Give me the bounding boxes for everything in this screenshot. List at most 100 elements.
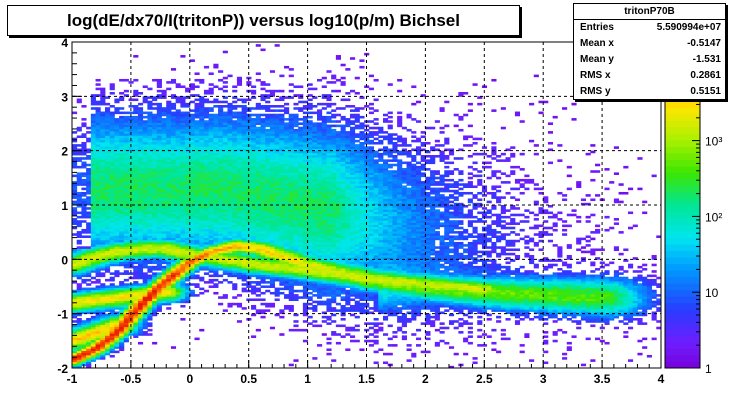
heatmap-cell <box>119 328 125 332</box>
heatmap-cell <box>109 211 115 215</box>
heatmap-cell <box>133 202 139 206</box>
heatmap-cell <box>152 139 158 143</box>
heatmap-cell <box>104 135 111 139</box>
heatmap-cell <box>199 241 205 245</box>
heatmap-cell <box>156 89 162 93</box>
heatmap-cell <box>307 218 313 221</box>
heatmap-cell <box>236 126 243 130</box>
heatmap-cell <box>142 331 148 334</box>
heatmap-cell <box>100 98 106 102</box>
heatmap-cell <box>203 168 210 171</box>
heatmap-cell <box>279 278 285 282</box>
heatmap-cell <box>265 113 271 117</box>
heatmap-cell <box>203 198 210 202</box>
heatmap-cell <box>119 233 125 236</box>
heatmap-cell <box>137 318 144 321</box>
heatmap-cell <box>109 135 115 139</box>
heatmap-cell <box>114 241 120 245</box>
heatmap-cell <box>227 239 233 243</box>
heatmap-cell <box>236 268 243 271</box>
heatmap-cell <box>76 174 82 178</box>
heatmap-cell <box>185 237 191 241</box>
heatmap-cell <box>128 298 134 302</box>
heatmap-cell <box>152 183 158 186</box>
heatmap-cell <box>189 274 195 278</box>
heatmap-cell <box>208 91 214 95</box>
heatmap-cell <box>312 265 318 269</box>
heatmap-cell <box>137 291 144 295</box>
heatmap-cell <box>142 311 148 315</box>
heatmap-cell <box>213 174 219 178</box>
heatmap-cell <box>100 215 106 219</box>
heatmap-cell <box>76 289 82 293</box>
heatmap-cell <box>269 161 276 165</box>
heatmap-cell <box>152 250 158 254</box>
heatmap-cell <box>119 137 125 141</box>
heatmap-cell <box>76 100 82 104</box>
heatmap-cell <box>81 122 87 125</box>
heatmap-cell <box>180 274 186 278</box>
heatmap-cell <box>152 246 158 249</box>
heatmap-cell <box>152 274 158 278</box>
heatmap-cell <box>251 128 257 132</box>
heatmap-cell <box>251 137 257 141</box>
heatmap-cell <box>90 246 96 249</box>
heatmap-cell <box>137 274 144 278</box>
heatmap-cell <box>317 344 323 347</box>
heatmap-cell <box>232 100 238 104</box>
heatmap-cell <box>189 168 195 171</box>
heatmap-cell <box>298 218 304 221</box>
heatmap-cell <box>109 187 115 191</box>
heatmap-cell <box>194 131 200 134</box>
heatmap-cell <box>86 259 92 262</box>
heatmap-cell <box>307 200 313 204</box>
heatmap-cell <box>227 137 233 141</box>
heatmap-cell <box>119 191 125 195</box>
heatmap-cell <box>152 98 158 102</box>
heatmap-cell <box>95 335 101 338</box>
heatmap-cell <box>100 296 106 299</box>
heatmap-cell <box>279 222 285 225</box>
heatmap-cell <box>307 105 313 108</box>
heatmap-cell <box>180 105 186 108</box>
heatmap-cell <box>104 113 111 117</box>
heatmap-cell <box>232 189 238 193</box>
heatmap-cell <box>227 124 233 128</box>
heatmap-cell <box>142 276 148 280</box>
heatmap-cell <box>255 231 261 234</box>
heatmap-cell <box>199 226 205 230</box>
heatmap-cell <box>166 233 172 236</box>
heatmap-cell <box>123 120 129 123</box>
heatmap-cell <box>142 159 148 162</box>
heatmap-cell <box>185 137 191 141</box>
heatmap-cell <box>317 209 323 212</box>
heatmap-cell <box>166 152 172 156</box>
heatmap-cell <box>100 155 106 158</box>
heatmap-cell <box>86 300 92 304</box>
heatmap-cell <box>76 348 82 352</box>
heatmap-cell <box>260 196 266 199</box>
heatmap-cell <box>133 311 139 315</box>
heatmap-cell <box>137 109 144 112</box>
heatmap-cell <box>180 220 186 223</box>
heatmap-cell <box>194 228 200 232</box>
heatmap-cell <box>100 241 106 245</box>
heatmap-cell <box>90 346 96 349</box>
heatmap-cell <box>123 139 129 143</box>
heatmap-cell <box>293 185 299 189</box>
heatmap-cell <box>241 176 247 180</box>
heatmap-cell <box>302 276 308 280</box>
heatmap-cell <box>86 268 92 271</box>
heatmap-cell <box>218 281 224 284</box>
heatmap-cell <box>269 205 276 208</box>
heatmap-cell <box>185 133 191 136</box>
heatmap-cell <box>175 155 181 158</box>
heatmap-cell <box>104 150 111 154</box>
heatmap-cell <box>152 307 158 310</box>
heatmap-cell <box>232 146 238 149</box>
heatmap-cell <box>298 128 304 132</box>
heatmap-cell <box>152 107 158 110</box>
heatmap-cell <box>284 111 290 115</box>
heatmap-cell <box>236 252 243 256</box>
